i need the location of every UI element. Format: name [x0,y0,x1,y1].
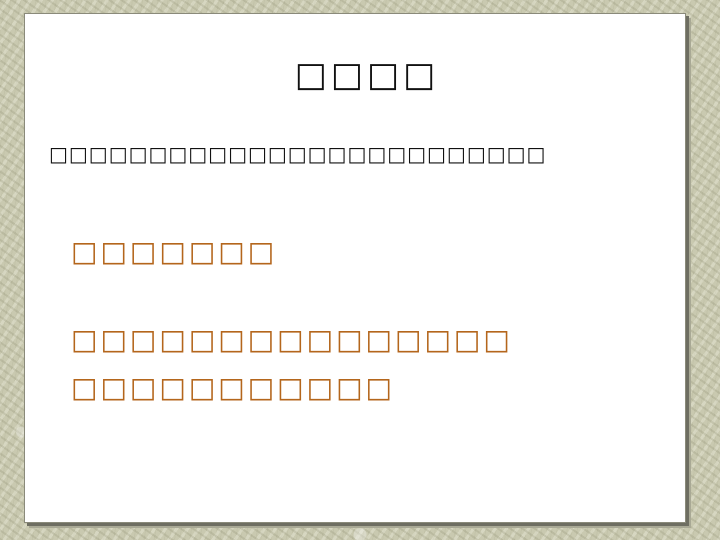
slide-canvas: □□□□ □□□□□□□□□□□□□□□□□□□□□□□□□ □□□□□□□ □… [24,13,686,523]
answer-line-2: □□□□□□□□□□□□□□□ [71,323,513,356]
answer-line-1: □□□□□□□ [71,235,278,268]
answer-block-2: □□□□□□□□□□□□□□□ □□□□□□□□□□□ [71,316,513,412]
slide-intro-text: □□□□□□□□□□□□□□□□□□□□□□□□□ [49,142,547,166]
answer-line-3: □□□□□□□□□□□ [71,371,396,404]
slide-title: □□□□ [294,55,440,95]
